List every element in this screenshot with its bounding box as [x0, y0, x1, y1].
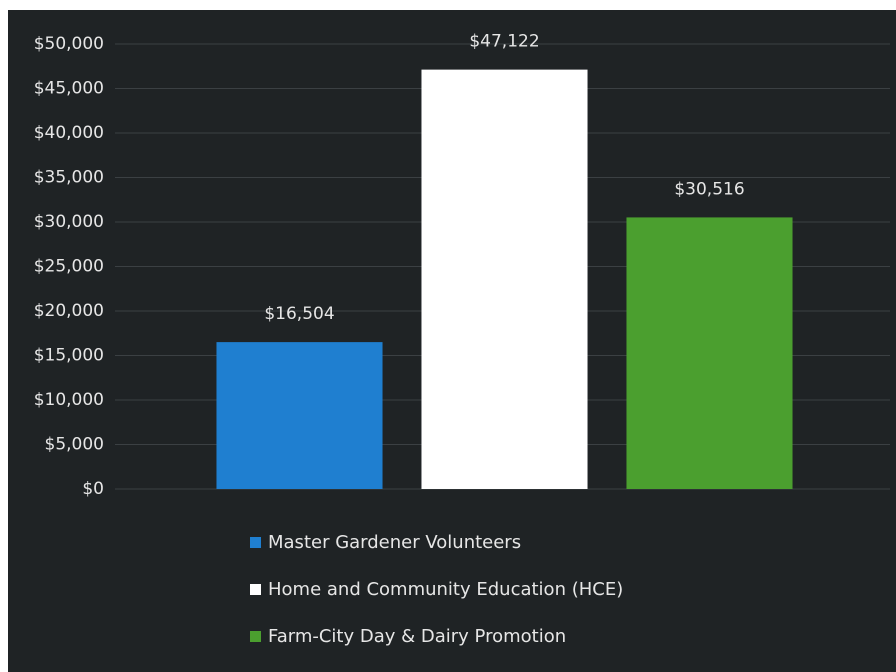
y-tick-label: $30,000 [34, 212, 104, 232]
y-tick-label: $25,000 [34, 257, 104, 277]
value-label: $30,516 [674, 179, 744, 199]
bar [421, 69, 588, 489]
legend-label: Master Gardener Volunteers [268, 532, 521, 553]
y-tick-label: $40,000 [34, 123, 104, 143]
legend-swatch [250, 584, 261, 595]
value-label: $47,122 [469, 32, 539, 52]
y-tick-label: $45,000 [34, 79, 104, 99]
value-label: $16,504 [264, 304, 334, 324]
legend-swatch [250, 631, 261, 642]
y-tick-label: $50,000 [34, 34, 104, 54]
y-tick-label: $35,000 [34, 168, 104, 188]
legend: Master Gardener Volunteers Home and Commu… [250, 532, 623, 647]
y-tick-label: $20,000 [34, 301, 104, 321]
legend-label: Farm-City Day & Dairy Promotion [268, 626, 566, 647]
y-tick-label: $15,000 [34, 346, 104, 366]
legend-label: Home and Community Education (HCE) [268, 579, 623, 600]
bar [626, 217, 793, 489]
bar [216, 342, 383, 489]
y-tick-label: $10,000 [34, 390, 104, 410]
y-tick-label: $5,000 [45, 435, 104, 455]
legend-swatch [250, 537, 261, 548]
y-tick-label: $0 [82, 479, 104, 499]
